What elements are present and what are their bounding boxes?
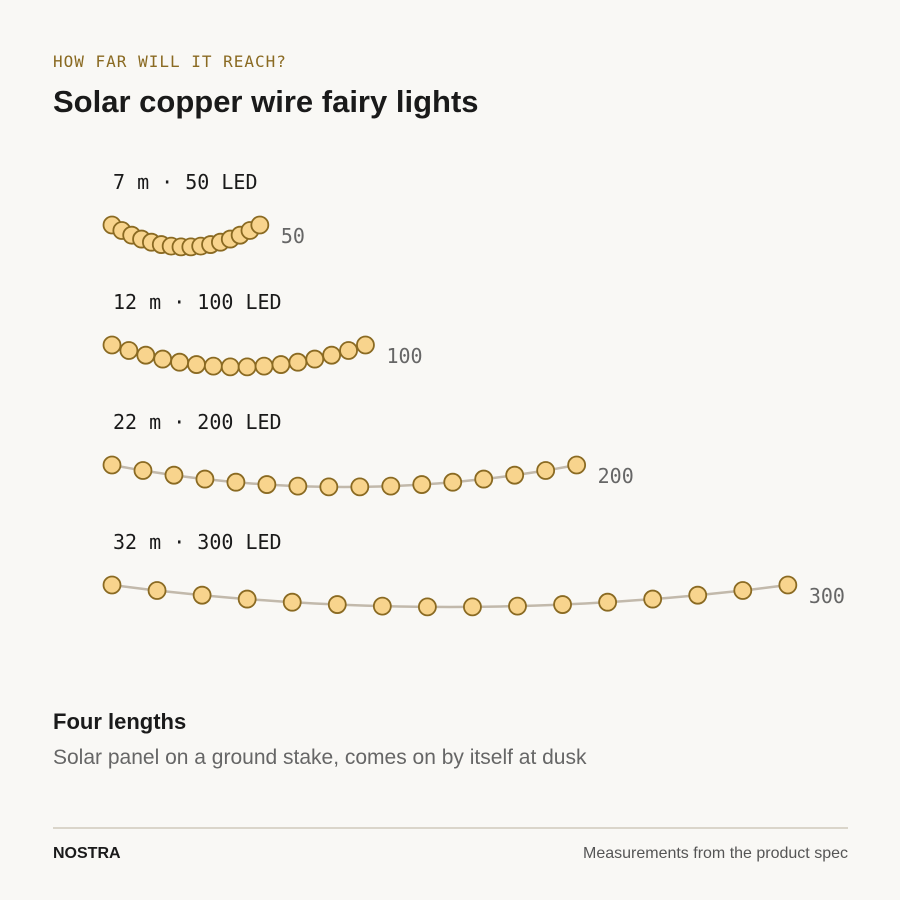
bulb [203, 356, 223, 376]
bulb [250, 215, 270, 235]
bulb [237, 357, 257, 377]
source: Measurements from the product spec [583, 845, 848, 862]
bulb [133, 461, 153, 480]
led-count: 100 [386, 344, 422, 368]
bulb [536, 461, 556, 480]
bulb [147, 581, 167, 600]
bulb [322, 345, 342, 365]
led-count: 50 [281, 224, 305, 248]
bulb [508, 596, 527, 616]
row-label: 7 m · 50 LED [113, 170, 258, 194]
bulb [505, 465, 525, 485]
note: Solar panel on a ground stake, comes on … [53, 746, 587, 769]
wire [111, 583, 788, 609]
bulb [102, 455, 122, 475]
row-label: 32 m · 300 LED [113, 530, 282, 554]
bulb [102, 575, 122, 595]
wire [111, 463, 577, 489]
bulb [598, 592, 618, 612]
bulb [553, 595, 572, 614]
bulb [119, 341, 139, 360]
bulb [257, 475, 277, 494]
bulb [164, 465, 184, 485]
bulb [643, 589, 663, 609]
bulb [350, 477, 370, 497]
bulb [254, 356, 274, 376]
brand: NOSTRA [53, 845, 121, 862]
bulb [567, 455, 587, 475]
led-count: 200 [598, 464, 634, 488]
bulb [195, 469, 215, 489]
bulb [288, 352, 308, 372]
bulb [226, 472, 246, 492]
bulb [187, 355, 206, 374]
bulb [220, 357, 240, 377]
bulb [136, 345, 156, 365]
bulb [271, 355, 291, 374]
bulb [288, 476, 308, 496]
bulb [381, 476, 401, 496]
bulb [443, 472, 463, 492]
bulb [339, 341, 358, 360]
bulb [463, 597, 482, 617]
chart-title: Solar copper wire fairy lights [53, 84, 479, 119]
bulb [282, 592, 302, 612]
bulb [170, 352, 189, 372]
bulb [372, 596, 392, 616]
bulb [412, 475, 432, 494]
subtitle: Four lengths [53, 709, 186, 734]
led-count: 300 [809, 584, 845, 608]
bulb [417, 597, 437, 617]
bulb [192, 585, 212, 605]
bulb [319, 477, 339, 497]
bulb [237, 589, 257, 609]
row-label: 22 m · 200 LED [113, 410, 282, 434]
bulb [778, 575, 798, 595]
bulb [474, 469, 494, 489]
bulb [153, 349, 173, 369]
eyebrow: HOW FAR WILL IT REACH? [53, 52, 287, 71]
bulb [688, 585, 708, 605]
row-label: 12 m · 100 LED [113, 290, 282, 314]
bulb [356, 335, 375, 355]
bulb [102, 335, 122, 355]
bulb [305, 349, 325, 369]
bulb [327, 595, 347, 614]
bulb [733, 581, 753, 600]
